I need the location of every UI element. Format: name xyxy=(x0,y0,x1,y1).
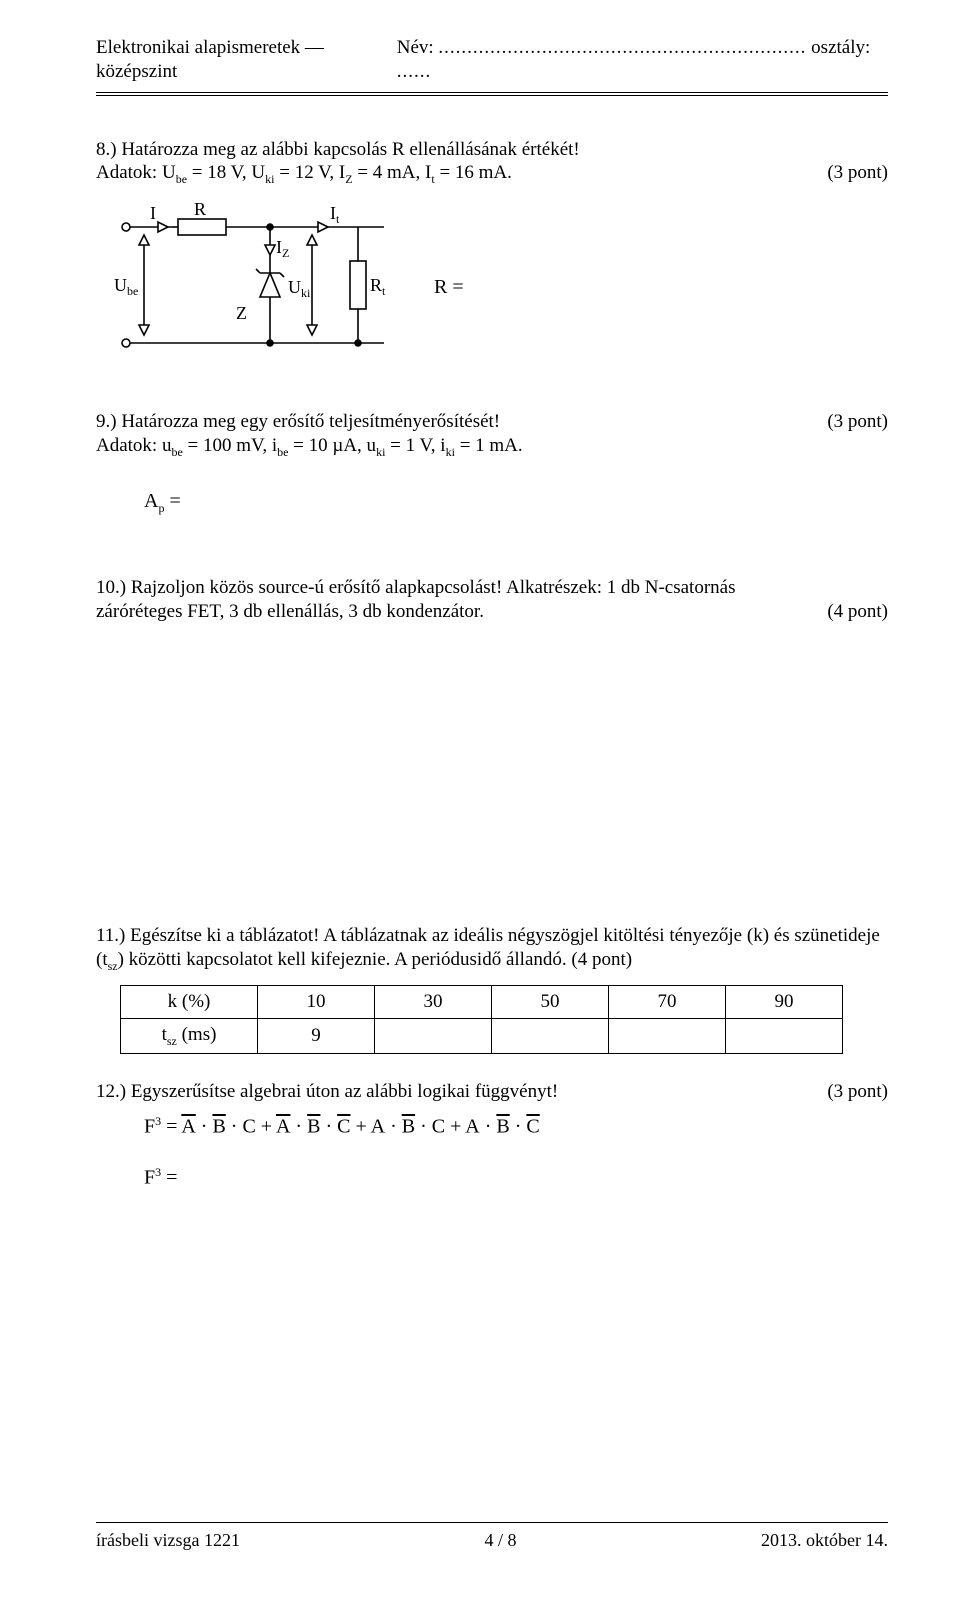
tsz-sub: sz xyxy=(167,1034,177,1048)
q8-text: 8.) Határozza meg az alábbi kapcsolás R … xyxy=(96,138,888,162)
q9-d3: = 1 V, i xyxy=(390,435,445,456)
q8-d3: = 4 mA, I xyxy=(357,162,431,183)
q12-eq2: = xyxy=(161,1167,177,1189)
circuit-svg: I R It IZ Ube Z Uki Rt R = xyxy=(114,201,534,361)
q9-row: 9.) Határozza meg egy erősítő teljesítmé… xyxy=(96,410,888,434)
q8-d2: = 12 V, I xyxy=(279,162,345,183)
q11-ts: sz xyxy=(108,958,118,972)
question-11: 11.) Egészítse ki a táblázatot! A tábláz… xyxy=(96,924,888,1054)
lbl-Ube-sub: be xyxy=(127,284,138,298)
question-10: 10.) Rajzoljon közös source-ú erősítő al… xyxy=(96,576,888,624)
header-left: Elektronikai alapismeretek — középszint xyxy=(96,36,397,84)
cell-tsz-header: tsz (ms) xyxy=(121,1019,258,1054)
q9-text: 9.) Határozza meg egy erősítő teljesítmé… xyxy=(96,410,803,434)
header-rule-2 xyxy=(96,95,888,96)
cell xyxy=(492,1019,609,1054)
cell: 9 xyxy=(258,1019,375,1054)
lbl-Uki: U xyxy=(288,277,301,297)
q12-eq: F3 = A · B · C + A · B · C + A · B · C +… xyxy=(144,1114,888,1140)
q11-text: 11.) Egészítse ki a táblázatot! A tábláz… xyxy=(96,924,888,974)
q8-d4: = 16 mA. xyxy=(439,162,511,183)
tsz-post: (ms) xyxy=(177,1024,217,1045)
q12-points: (3 pont) xyxy=(803,1080,888,1104)
q9-points: (3 pont) xyxy=(803,410,888,434)
cell: 50 xyxy=(492,986,609,1019)
cell: 10 xyxy=(258,986,375,1019)
q9-d4: = 1 mA. xyxy=(460,435,523,456)
class-dots: ...... xyxy=(397,61,432,82)
table-row: tsz (ms) 9 xyxy=(121,1019,843,1054)
q9-ap: Ap = xyxy=(144,489,888,516)
page-footer: írásbeli vizsga 1221 4 / 8 2013. október… xyxy=(96,1514,888,1552)
cell: 90 xyxy=(726,986,843,1019)
cell: 70 xyxy=(609,986,726,1019)
footer-rule xyxy=(96,1522,888,1523)
lbl-Uki-sub: ki xyxy=(301,286,311,300)
cell xyxy=(375,1019,492,1054)
q9-d0: Adatok: u xyxy=(96,435,171,456)
q12-text: 12.) Egyszerűsítse algebrai úton az aláb… xyxy=(96,1080,803,1104)
q8-d1: = 18 V, U xyxy=(192,162,265,183)
name-label: Név: xyxy=(397,37,434,58)
lbl-Iz-sub: Z xyxy=(282,246,289,260)
svg-text:I: I xyxy=(150,203,156,223)
svg-text:Z: Z xyxy=(236,303,247,323)
table-row: k (%) 10 30 50 70 90 xyxy=(121,986,843,1019)
q9-d1: = 100 mV, i xyxy=(188,435,278,456)
q9-d2: = 10 µA, u xyxy=(293,435,376,456)
q8-d0: Adatok: U xyxy=(96,162,176,183)
page-header: Elektronikai alapismeretek — középszint … xyxy=(96,36,888,84)
footer-left: írásbeli vizsga 1221 xyxy=(96,1529,240,1552)
svg-text:R: R xyxy=(194,201,206,219)
cell xyxy=(609,1019,726,1054)
q12-row: 12.) Egyszerűsítse algebrai úton az aláb… xyxy=(96,1080,888,1104)
lbl-Req: R = xyxy=(434,276,464,298)
lbl-Z: Z xyxy=(236,303,247,323)
question-8: 8.) Határozza meg az alábbi kapcsolás R … xyxy=(96,138,888,368)
cell: 30 xyxy=(375,986,492,1019)
footer-row: írásbeli vizsga 1221 4 / 8 2013. október… xyxy=(96,1529,888,1552)
lbl-Rt: R xyxy=(370,275,382,295)
question-12: 12.) Egyszerűsítse algebrai úton az aláb… xyxy=(96,1080,888,1191)
q10-row: 10.) Rajzoljon közös source-ú erősítő al… xyxy=(96,576,888,624)
q10-span: 10.) Rajzoljon közös source-ú erősítő al… xyxy=(96,577,735,622)
cell-k-header: k (%) xyxy=(121,986,258,1019)
footer-right: 2013. október 14. xyxy=(761,1529,888,1552)
ap-eq: = xyxy=(164,490,180,512)
q12-terms: A · B · C + A · B · C + A · B · C + A · … xyxy=(181,1115,539,1137)
page: Elektronikai alapismeretek — középszint … xyxy=(0,0,960,1601)
header-right: Név: ...................................… xyxy=(397,36,888,84)
question-9: 9.) Határozza meg egy erősítő teljesítmé… xyxy=(96,410,888,517)
ap-A: A xyxy=(144,490,158,512)
header-rule-1 xyxy=(96,92,888,93)
lbl-R: R xyxy=(194,201,206,219)
q12-result: F3 = xyxy=(144,1165,888,1191)
name-dots: ........................................… xyxy=(438,37,806,58)
q8-data: Adatok: Ube = 18 V, Uki = 12 V, IZ = 4 m… xyxy=(96,161,803,187)
q8-points: (3 pont) xyxy=(803,161,888,187)
q12-eqs: = xyxy=(161,1115,181,1137)
svg-text:R =: R = xyxy=(434,276,464,298)
q8-row2: Adatok: Ube = 18 V, Uki = 12 V, IZ = 4 m… xyxy=(96,161,888,187)
lbl-I: I xyxy=(150,203,156,223)
q12-F: F xyxy=(144,1115,155,1137)
q9-data: Adatok: ube = 100 mV, ibe = 10 µA, uki =… xyxy=(96,434,888,460)
footer-mid: 4 / 8 xyxy=(484,1529,516,1552)
cell xyxy=(726,1019,843,1054)
q11-t2: ) közötti kapcsolatot kell kifejeznie. A… xyxy=(118,949,632,970)
q12-F2: F xyxy=(144,1167,155,1189)
q10-text: 10.) Rajzoljon közös source-ú erősítő al… xyxy=(96,576,888,624)
class-label: osztály: xyxy=(811,37,870,58)
lbl-Ube: U xyxy=(114,275,127,295)
q8-circuit: I R It IZ Ube Z Uki Rt R = xyxy=(114,201,888,368)
q11-table: k (%) 10 30 50 70 90 tsz (ms) 9 xyxy=(120,985,843,1054)
